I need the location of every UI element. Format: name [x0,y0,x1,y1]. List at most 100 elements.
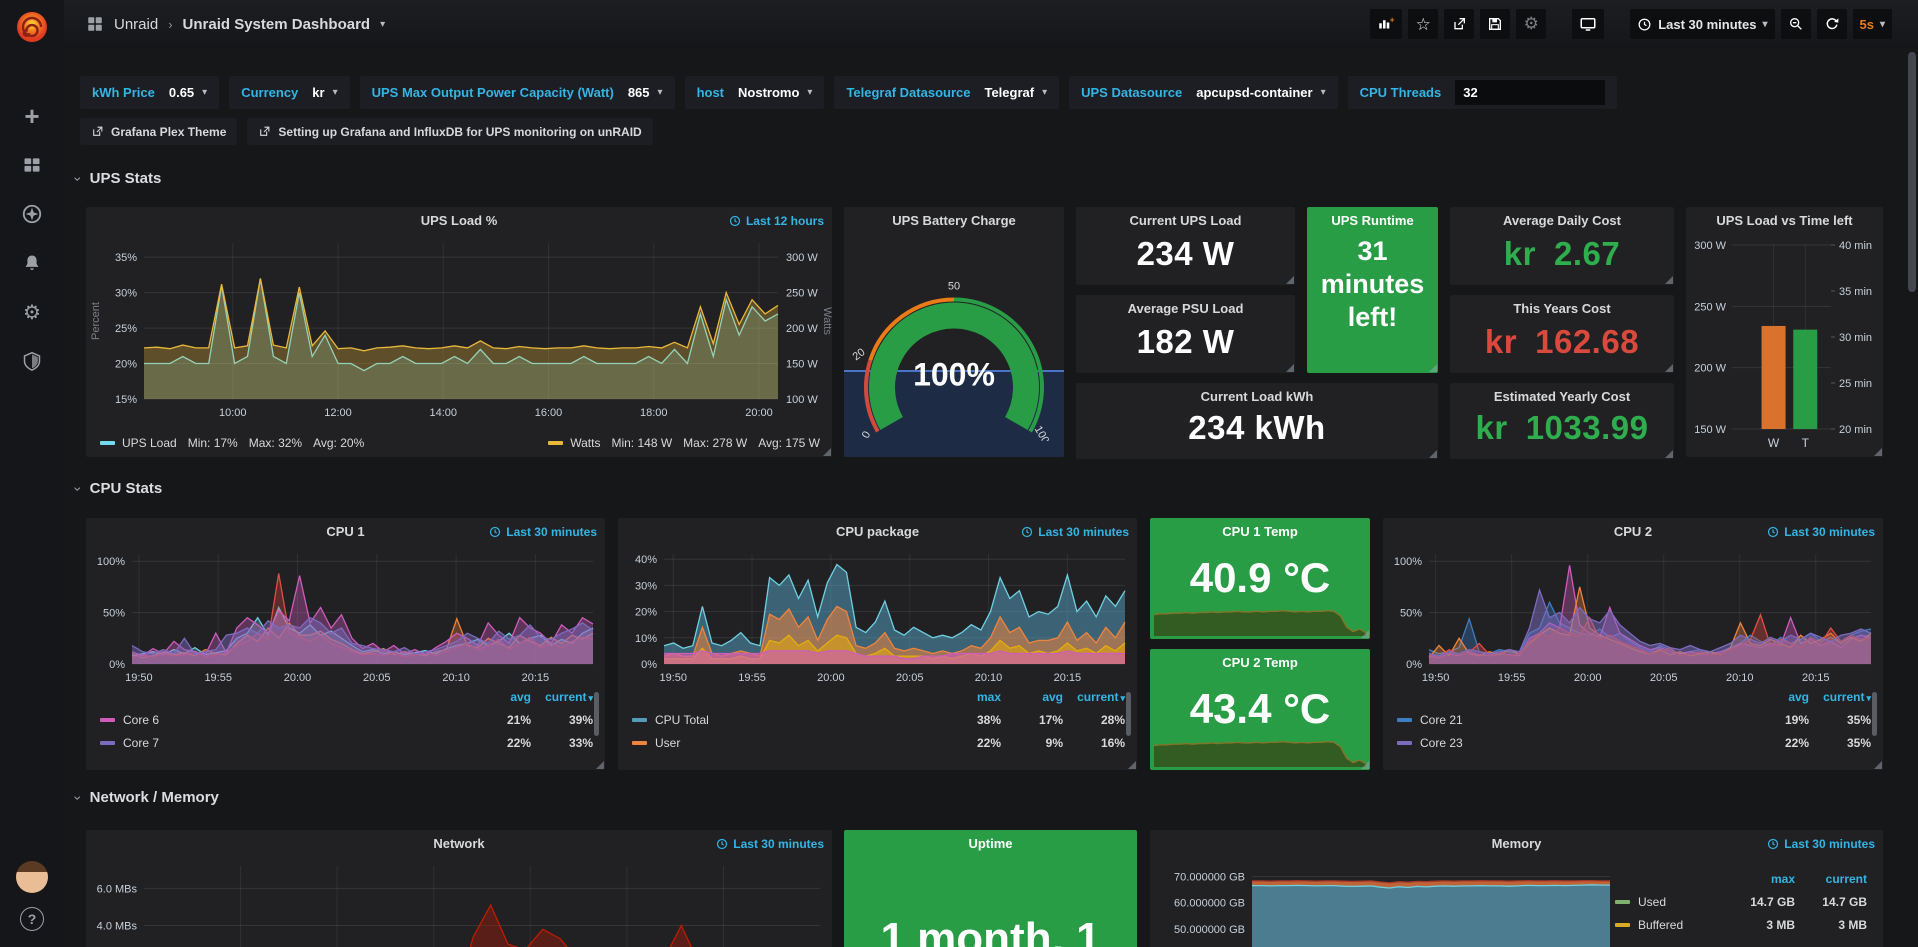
resize-handle[interactable] [596,761,604,769]
resize-handle[interactable] [1665,364,1673,372]
variable-ups-max-output[interactable]: UPS Max Output Power Capacity (Watt) 865 ▾ [359,76,675,109]
legend-series-ups-load[interactable]: UPS Load Min: 17% Max: 32% Avg: 20% [100,436,364,450]
star-button[interactable]: ☆ [1408,9,1439,39]
sidebar-item-create[interactable]: + [24,100,40,131]
ups-load-chart[interactable]: 35% 30% 25% 20% 15% 300 W 250 W 200 W 150 W 100 W… [86,235,832,423]
legend-row[interactable]: Used 14.7 GB 14.7 GB [1615,895,1867,909]
panel-header[interactable]: Current Load kWh [1200,388,1314,404]
legend-sort-current[interactable]: current [1809,690,1871,704]
resize-handle[interactable] [1429,450,1437,458]
legend-scrollbar[interactable] [1872,692,1877,736]
legend-swatch [100,741,115,745]
breadcrumb-root[interactable]: Unraid [114,15,159,33]
panel-header[interactable]: UPS Runtime [1331,212,1414,228]
refresh-button[interactable] [1816,9,1847,39]
save-button[interactable] [1480,9,1511,39]
panel-header[interactable]: CPU 2 Temp [1222,654,1298,670]
sidebar-item-alerting[interactable] [20,251,44,275]
help-button[interactable]: ? [20,907,44,931]
template-variables-row: kWh Price 0.65 ▾ Currency kr ▾ UPS Max Outpu… [80,76,1618,109]
tv-mode-button[interactable] [1572,9,1605,39]
legend-sort-avg[interactable]: avg [1788,690,1809,704]
panel-header[interactable]: CPU package [835,523,920,539]
legend-sort-current[interactable]: current [531,690,593,704]
panel-header[interactable]: CPU 1 Temp [1222,523,1298,539]
resize-handle[interactable] [1874,448,1882,456]
resize-handle[interactable] [1128,761,1136,769]
refresh-interval-picker[interactable]: 5s ▾ [1852,9,1892,39]
legend-series-watts[interactable]: Watts Min: 148 W Max: 278 W Avg: 175 W [548,436,820,450]
legend-sort-avg[interactable]: avg [510,690,531,704]
variable-ups-datasource[interactable]: UPS Datasource apcupsd-container ▾ [1069,76,1338,109]
panel-header[interactable]: CPU 1 [326,523,365,539]
panel-header[interactable]: UPS Load % [420,212,498,228]
variable-host[interactable]: host Nostromo ▾ [684,76,825,109]
legend-sort-max[interactable]: max [976,690,1001,704]
breadcrumb[interactable]: Unraid › Unraid System Dashboard ▾ [86,15,385,33]
link-grafana-plex-theme[interactable]: Grafana Plex Theme [80,118,238,145]
dashboard-title[interactable]: Unraid System Dashboard [182,15,371,33]
panel-header[interactable]: This Years Cost [1513,300,1611,316]
grafana-logo[interactable] [13,8,51,46]
zoom-out-button[interactable] [1780,9,1811,39]
cpu2-chart[interactable]: 100% 50% 0% 19:50 19:55 20:00 20:05 20:10 20:15 [1383,546,1883,688]
ups-load-time-bar-chart[interactable]: 300 W 250 W 200 W 150 W 40 min 35 min 30 min 25… [1686,233,1883,453]
legend-sort-max[interactable]: max [1770,872,1795,886]
resize-handle[interactable] [823,448,831,456]
legend-row[interactable]: Core 6 21% 39% [100,713,593,727]
panel-header[interactable]: Network [433,835,485,851]
dashboard-settings-button[interactable]: ⚙ [1516,9,1547,39]
save-icon [1489,18,1502,30]
legend-sort-avg[interactable]: avg [1042,690,1063,704]
cpu-package-chart[interactable]: 40% 30% 20% 10% 0% 19:50 19:55 20:00 20:05 20:10 2… [618,546,1137,688]
sidebar-item-server-admin[interactable] [20,349,44,373]
legend-scrollbar[interactable] [594,692,599,736]
time-picker[interactable]: Last 30 minutes ▾ [1630,9,1775,39]
panel-header[interactable]: UPS Load vs Time left [1716,212,1853,228]
resize-handle[interactable] [1361,761,1369,769]
sidebar-item-explore[interactable] [20,202,44,226]
link-ups-monitoring-guide[interactable]: Setting up Grafana and InfluxDB for UPS … [247,118,653,145]
panel-header[interactable]: UPS Battery Charge [892,212,1016,228]
variable-kwh-price[interactable]: kWh Price 0.65 ▾ [80,76,220,109]
legend-row[interactable]: CPU Total 38% 17% 28% [632,713,1125,727]
resize-handle[interactable] [1665,276,1673,284]
sidebar-item-dashboards[interactable] [20,153,44,177]
panel-header[interactable]: Uptime [968,835,1013,851]
resize-handle[interactable] [1665,450,1673,458]
resize-handle[interactable] [1286,364,1294,372]
cpu-threads-input[interactable] [1455,80,1606,105]
resize-handle[interactable] [1286,276,1294,284]
memory-chart[interactable]: 70.000000 GB 60.000000 GB 50.000000 GB [1150,858,1622,947]
resize-handle[interactable] [1429,364,1437,372]
share-button[interactable] [1444,9,1475,39]
resize-handle[interactable] [1361,630,1369,638]
panel-header[interactable]: CPU 2 [1613,523,1653,539]
legend-scrollbar[interactable] [1126,692,1131,736]
legend-row[interactable]: Core 21 19% 35% [1397,713,1871,727]
legend-row[interactable]: Buffered 3 MB 3 MB [1615,918,1867,932]
sidebar-item-configuration[interactable]: ⚙ [23,301,41,324]
legend-sort-current[interactable]: current [1063,690,1125,704]
variable-telegraf-datasource[interactable]: Telegraf Datasource Telegraf ▾ [834,76,1060,109]
add-panel-button[interactable]: + [1370,9,1403,39]
panel-header[interactable]: Estimated Yearly Cost [1493,388,1631,404]
battery-gauge[interactable]: 0 20 50 100 100% [844,235,1064,441]
legend-row[interactable]: User 22% 9% 16% [632,736,1125,750]
user-avatar[interactable] [16,861,48,893]
section-cpu-stats[interactable]: › CPU Stats [70,480,163,497]
panel-header[interactable]: Memory [1491,835,1542,851]
panel-header[interactable]: Average Daily Cost [1502,212,1621,228]
section-network-memory[interactable]: › Network / Memory [70,789,219,806]
panel-header[interactable]: Current UPS Load [1129,212,1242,228]
cpu1-chart[interactable]: 100% 50% 0% 19:50 19:55 20:00 20:05 20:10 20:15 [86,546,605,688]
legend-sort-current[interactable]: current [1825,872,1867,886]
legend-row[interactable]: Core 7 22% 33% [100,736,593,750]
variable-currency[interactable]: Currency kr ▾ [229,76,350,109]
section-ups-stats[interactable]: › UPS Stats [70,170,162,187]
legend-row[interactable]: Core 23 22% 35% [1397,736,1871,750]
panel-header[interactable]: Average PSU Load [1127,300,1244,316]
resize-handle[interactable] [1874,761,1882,769]
page-scrollbar[interactable] [1908,52,1916,292]
